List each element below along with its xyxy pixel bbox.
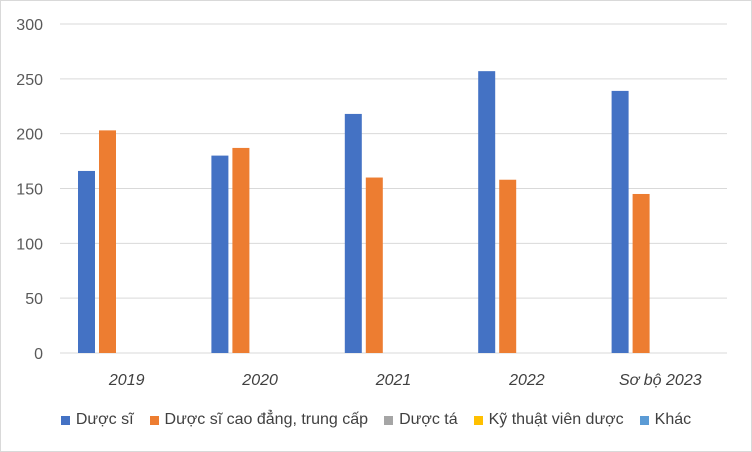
- bar-duoc-si: [78, 170, 95, 353]
- x-tick-label: 2019: [108, 372, 145, 389]
- bar-series-1: [99, 130, 116, 353]
- legend-item: Dược sĩ cao đẳng, trung cấp: [149, 411, 369, 429]
- legend-label: Kỹ thuật viên dược: [488, 411, 624, 428]
- y-tick-label: 250: [16, 72, 43, 89]
- y-tick-label: 50: [25, 291, 43, 308]
- legend-label: Dược tá: [399, 411, 458, 428]
- legend-item: Kỹ thuật viên dược: [473, 411, 624, 429]
- bar-duoc-si: [344, 113, 362, 353]
- legend-item: Dược sĩ: [60, 411, 134, 429]
- bar-series-1: [232, 147, 250, 353]
- legend-swatch: [60, 415, 70, 425]
- legend-item: Khác: [639, 411, 692, 429]
- x-tick-label: 2020: [241, 372, 278, 389]
- bar-series-1: [365, 177, 383, 353]
- legend-swatch: [473, 415, 483, 425]
- bar-series-1: [499, 179, 517, 353]
- legend-item: Dược tá: [384, 411, 458, 429]
- x-axis-ticks: 2019 2020 2021 2022 Sơ bộ 2023: [108, 372, 702, 389]
- y-tick-label: 150: [16, 182, 43, 199]
- y-tick-label: 300: [16, 17, 43, 34]
- legend-swatch: [149, 415, 159, 425]
- x-tick-label: 2022: [508, 372, 545, 389]
- x-tick-label: 2021: [375, 372, 412, 389]
- legend-label: Khác: [654, 411, 692, 428]
- y-axis-ticks: 0 50 100 150 200 250 300: [16, 17, 43, 363]
- y-tick-label: 200: [16, 127, 43, 144]
- y-tick-label: 100: [16, 236, 43, 253]
- bar-duoc-si: [478, 71, 496, 353]
- legend-swatch: [384, 415, 394, 425]
- legend-swatch: [639, 415, 649, 425]
- x-tick-label: Sơ bộ 2023: [619, 372, 702, 389]
- legend-label: Dược sĩ: [75, 411, 134, 428]
- bar-duoc-si: [611, 90, 629, 353]
- y-tick-label: 0: [34, 346, 43, 363]
- legend-label: Dược sĩ cao đẳng, trung cấp: [164, 411, 369, 428]
- legend: Dược sĩ Dược sĩ cao đẳng, trung cấp Dược t…: [0, 408, 752, 432]
- bar-duoc-si: [211, 155, 229, 353]
- bars: [78, 71, 650, 353]
- bar-series-1: [632, 193, 650, 353]
